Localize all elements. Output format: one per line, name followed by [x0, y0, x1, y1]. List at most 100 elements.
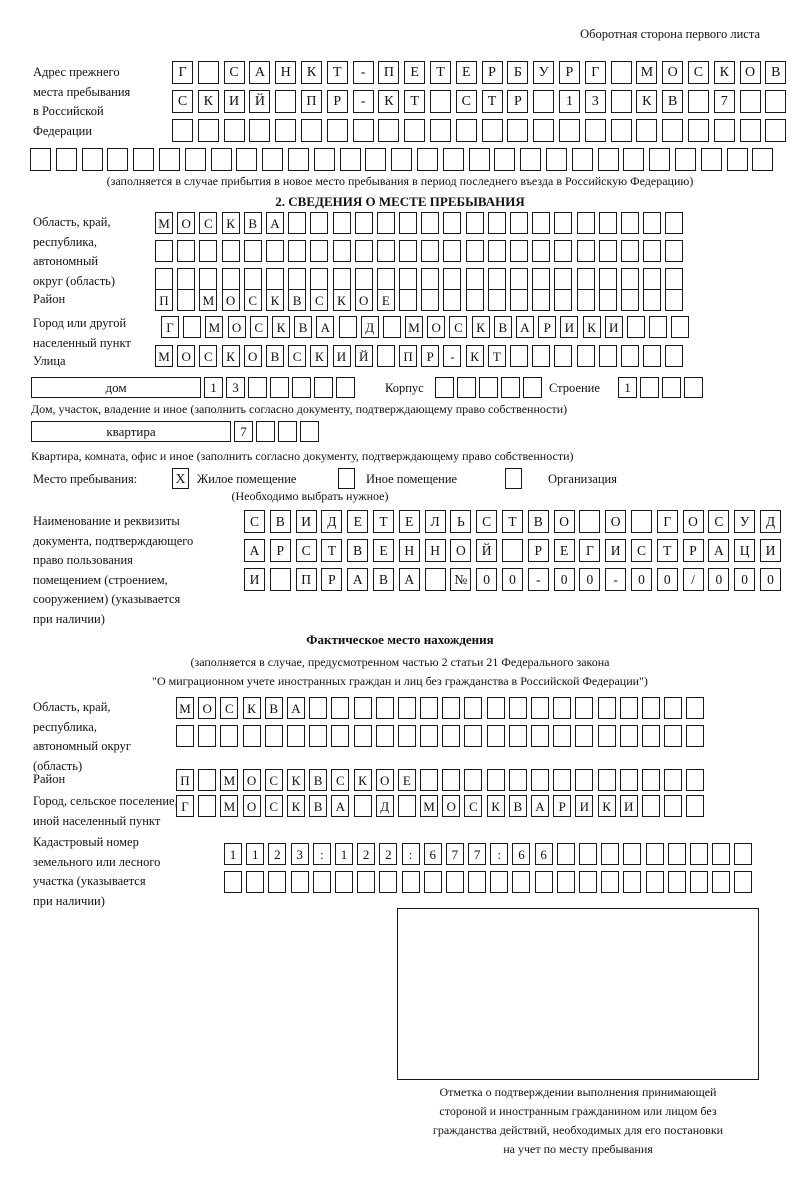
doc-c-9[interactable]: 0 — [476, 568, 498, 591]
prev-addr-c-3[interactable] — [249, 119, 271, 142]
doc-c-1[interactable] — [269, 568, 291, 591]
cad-c-1[interactable]: 1 — [246, 843, 265, 865]
prev-addr-c-8[interactable]: К — [378, 90, 400, 113]
prev-addr-c-1[interactable] — [55, 148, 77, 171]
prev-addr-c-18[interactable] — [494, 148, 516, 171]
prev-addr-c-28[interactable] — [752, 148, 774, 171]
house-c-6[interactable] — [336, 377, 355, 398]
prev-addr-c-4[interactable]: Н — [275, 61, 297, 84]
cad-c-10[interactable]: 7 — [445, 843, 464, 865]
doc-c-3[interactable]: Т — [321, 539, 343, 562]
s2-street-c-5[interactable]: В — [265, 345, 284, 367]
s2-region-c-9[interactable] — [354, 268, 373, 290]
s2-region-c-23[interactable] — [665, 212, 684, 234]
s2-region-c-2[interactable] — [199, 240, 218, 262]
doc-c-20[interactable]: Д — [759, 510, 781, 533]
s2-street-c-0[interactable]: М — [155, 345, 173, 367]
house-c-4[interactable] — [292, 377, 311, 398]
prev-addr-c-6[interactable] — [326, 119, 348, 142]
prev-addr-c-9[interactable] — [404, 119, 426, 142]
s3-region-c-8[interactable] — [353, 725, 372, 747]
s2-city-c-18[interactable]: И — [560, 316, 579, 338]
s2-district-c-16[interactable] — [510, 289, 528, 311]
s3-city-c-17[interactable]: Р — [553, 795, 572, 817]
s3-region-c-14[interactable] — [486, 725, 505, 747]
s3-district-c-5[interactable]: К — [286, 769, 305, 791]
s2-region-c-20[interactable] — [598, 212, 617, 234]
doc-c-3[interactable]: Д — [321, 510, 343, 533]
prev-addr-c-2[interactable] — [81, 148, 103, 171]
doc-c-10[interactable]: Т — [501, 510, 523, 533]
s2-region-c-12[interactable] — [421, 268, 440, 290]
prev-addr-c-7[interactable] — [352, 119, 374, 142]
prev-addr-c-12[interactable]: Р — [481, 61, 503, 84]
s2-region-c-10[interactable] — [376, 268, 395, 290]
s2-region-c-4[interactable] — [243, 268, 262, 290]
prev-addr-c-11[interactable] — [455, 119, 477, 142]
prev-addr-c-15[interactable] — [558, 119, 580, 142]
doc-c-0[interactable]: И — [244, 568, 265, 591]
prev-addr-c-16[interactable] — [442, 148, 464, 171]
s2-street-c-22[interactable] — [643, 345, 662, 367]
doc-c-8[interactable]: Ь — [450, 510, 472, 533]
s3-region-c-1[interactable] — [198, 725, 217, 747]
s2-region-c-3[interactable]: К — [221, 212, 240, 234]
s2-city-c-11[interactable]: М — [405, 316, 424, 338]
s3-region-c-9[interactable] — [375, 725, 394, 747]
s2-district-c-0[interactable]: П — [155, 289, 173, 311]
s2-region-c-7[interactable] — [310, 212, 329, 234]
cad-c-4[interactable]: : — [312, 843, 331, 865]
s2-street-c-1[interactable]: О — [177, 345, 196, 367]
prev-addr-c-0[interactable]: С — [172, 90, 193, 113]
prev-addr-c-22[interactable] — [739, 90, 761, 113]
prev-addr-c-16[interactable]: 3 — [584, 90, 606, 113]
s3-region-c-22[interactable] — [664, 725, 683, 747]
s3-district-c-4[interactable]: С — [264, 769, 283, 791]
cad-c-2[interactable] — [268, 871, 287, 893]
house-c-5[interactable] — [314, 377, 333, 398]
cad-c-22[interactable] — [712, 871, 731, 893]
doc-c-15[interactable] — [630, 510, 652, 533]
s3-region-c-12[interactable] — [442, 725, 461, 747]
doc-c-6[interactable]: А — [398, 568, 420, 591]
s2-region-c-19[interactable] — [576, 240, 595, 262]
prev-addr-c-23[interactable] — [623, 148, 645, 171]
prev-addr-c-21[interactable]: 7 — [713, 90, 735, 113]
prev-addr-c-6[interactable]: Т — [326, 61, 348, 84]
s2-region-c-8[interactable] — [332, 212, 351, 234]
doc-c-13[interactable] — [579, 510, 601, 533]
s2-region-c-13[interactable] — [443, 212, 462, 234]
s2-city-c-0[interactable]: Г — [161, 316, 179, 338]
s2-city-c-21[interactable] — [626, 316, 645, 338]
s3-district-c-16[interactable] — [531, 769, 549, 791]
s2-region-c-21[interactable] — [620, 240, 639, 262]
s3-region-c-22[interactable] — [664, 697, 683, 719]
s3-region-c-14[interactable] — [486, 697, 505, 719]
s2-district-c-5[interactable]: К — [265, 289, 284, 311]
s2-region-c-23[interactable] — [665, 240, 684, 262]
s3-region-c-4[interactable]: В — [264, 697, 283, 719]
stroenie-c-1[interactable] — [640, 377, 659, 398]
s3-region-c-15[interactable] — [508, 725, 527, 747]
checkbox-organizaciya[interactable] — [505, 468, 522, 489]
cad-c-17[interactable] — [601, 843, 620, 865]
cad-c-18[interactable] — [623, 871, 642, 893]
s2-city-c-14[interactable]: К — [471, 316, 490, 338]
s2-city-c-2[interactable]: М — [205, 316, 224, 338]
s3-region-row-2[interactable] — [176, 725, 709, 747]
s3-region-c-11[interactable] — [420, 697, 439, 719]
s2-district-c-18[interactable] — [554, 289, 573, 311]
cad-c-15[interactable] — [556, 843, 575, 865]
s2-district-c-10[interactable]: Е — [376, 289, 395, 311]
s3-region-c-5[interactable] — [286, 725, 305, 747]
s3-region-c-16[interactable] — [531, 697, 549, 719]
s2-region-c-22[interactable] — [643, 268, 662, 290]
s2-city-c-13[interactable]: С — [449, 316, 468, 338]
s2-region-c-9[interactable] — [354, 212, 373, 234]
cad-c-23[interactable] — [734, 843, 753, 865]
s2-street-c-19[interactable] — [576, 345, 595, 367]
doc-c-11[interactable]: В — [527, 510, 549, 533]
doc-c-12[interactable]: Е — [553, 539, 575, 562]
